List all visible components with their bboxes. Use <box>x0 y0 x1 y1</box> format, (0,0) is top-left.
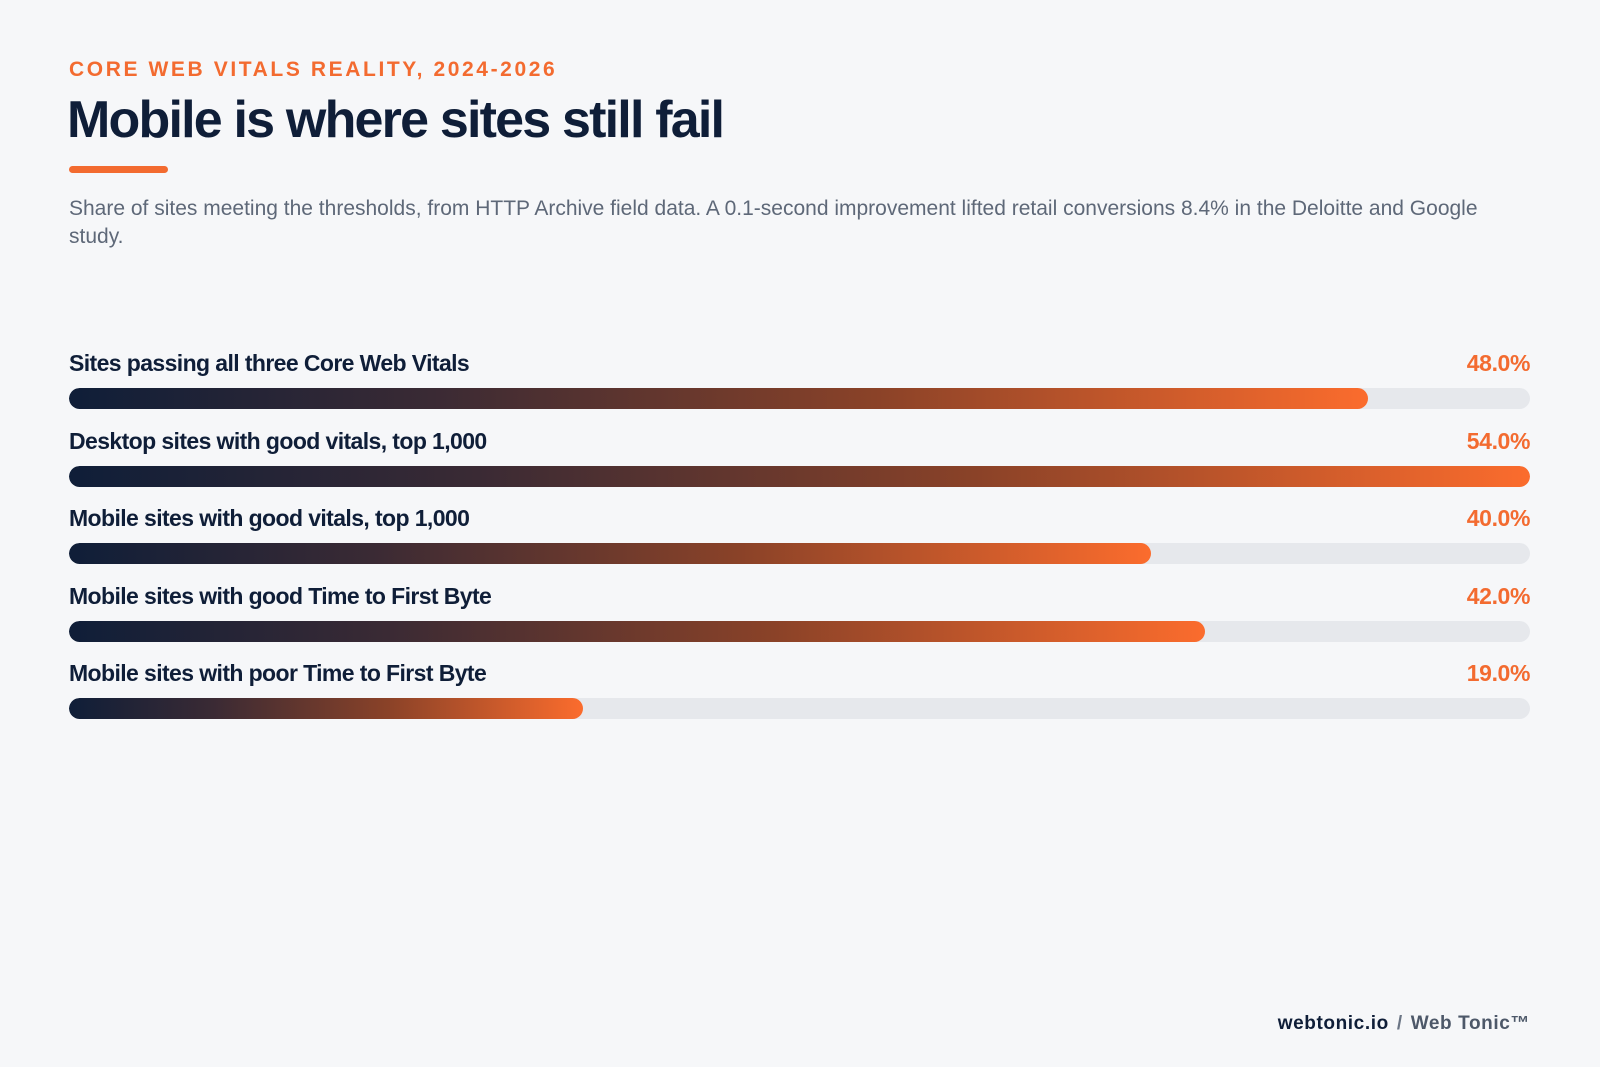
bar-track <box>69 620 1530 642</box>
bar-label: Sites passing all three Core Web Vitals <box>69 350 470 376</box>
bar <box>69 543 1152 564</box>
footer-credit: webtonic.io / Web Tonic™ <box>1278 1013 1530 1035</box>
bar-value-label: 48.0% <box>1466 350 1531 376</box>
bar-value-label: 40.0% <box>1466 505 1531 531</box>
footer-separator: / <box>1396 1013 1403 1034</box>
chart-title: Mobile is where sites still fail <box>67 91 725 149</box>
bar-chart: Sites passing all three Core Web Vitals 4… <box>69 350 1530 738</box>
bar <box>69 698 584 719</box>
bar-track <box>69 698 1530 719</box>
eyebrow-label: CORE WEB VITALS REALITY, 2024-2026 <box>69 58 558 81</box>
bar-track <box>69 388 1530 409</box>
bar <box>69 620 1206 642</box>
title-accent-rule <box>69 166 168 173</box>
bar-label: Mobile sites with poor Time to First Byt… <box>69 660 487 686</box>
bar <box>69 465 1530 487</box>
bar-row: Mobile sites with good vitals, top 1,000… <box>69 505 1530 583</box>
bar-value-label: 54.0% <box>1466 427 1531 454</box>
bar-row: Mobile sites with poor Time to First Byt… <box>69 660 1530 738</box>
bar-value-label: 19.0% <box>1466 660 1531 686</box>
bar-label: Desktop sites with good vitals, top 1,00… <box>69 427 487 454</box>
bar-track <box>69 465 1530 487</box>
bar-track <box>69 543 1530 564</box>
footer-site: webtonic.io <box>1277 1013 1389 1034</box>
bar-row: Mobile sites with good Time to First Byt… <box>69 583 1530 661</box>
bar-row: Sites passing all three Core Web Vitals 4… <box>69 350 1530 428</box>
bar-label: Mobile sites with good Time to First Byt… <box>69 582 492 609</box>
chart-subtitle: Share of sites meeting the thresholds, f… <box>69 197 1478 248</box>
bar-row: Desktop sites with good vitals, top 1,00… <box>69 428 1530 506</box>
bar-value-label: 42.0% <box>1466 582 1531 609</box>
bar-label: Mobile sites with good vitals, top 1,000 <box>69 505 470 531</box>
bar <box>69 388 1368 409</box>
footer-brand: Web Tonic™ <box>1410 1013 1530 1034</box>
